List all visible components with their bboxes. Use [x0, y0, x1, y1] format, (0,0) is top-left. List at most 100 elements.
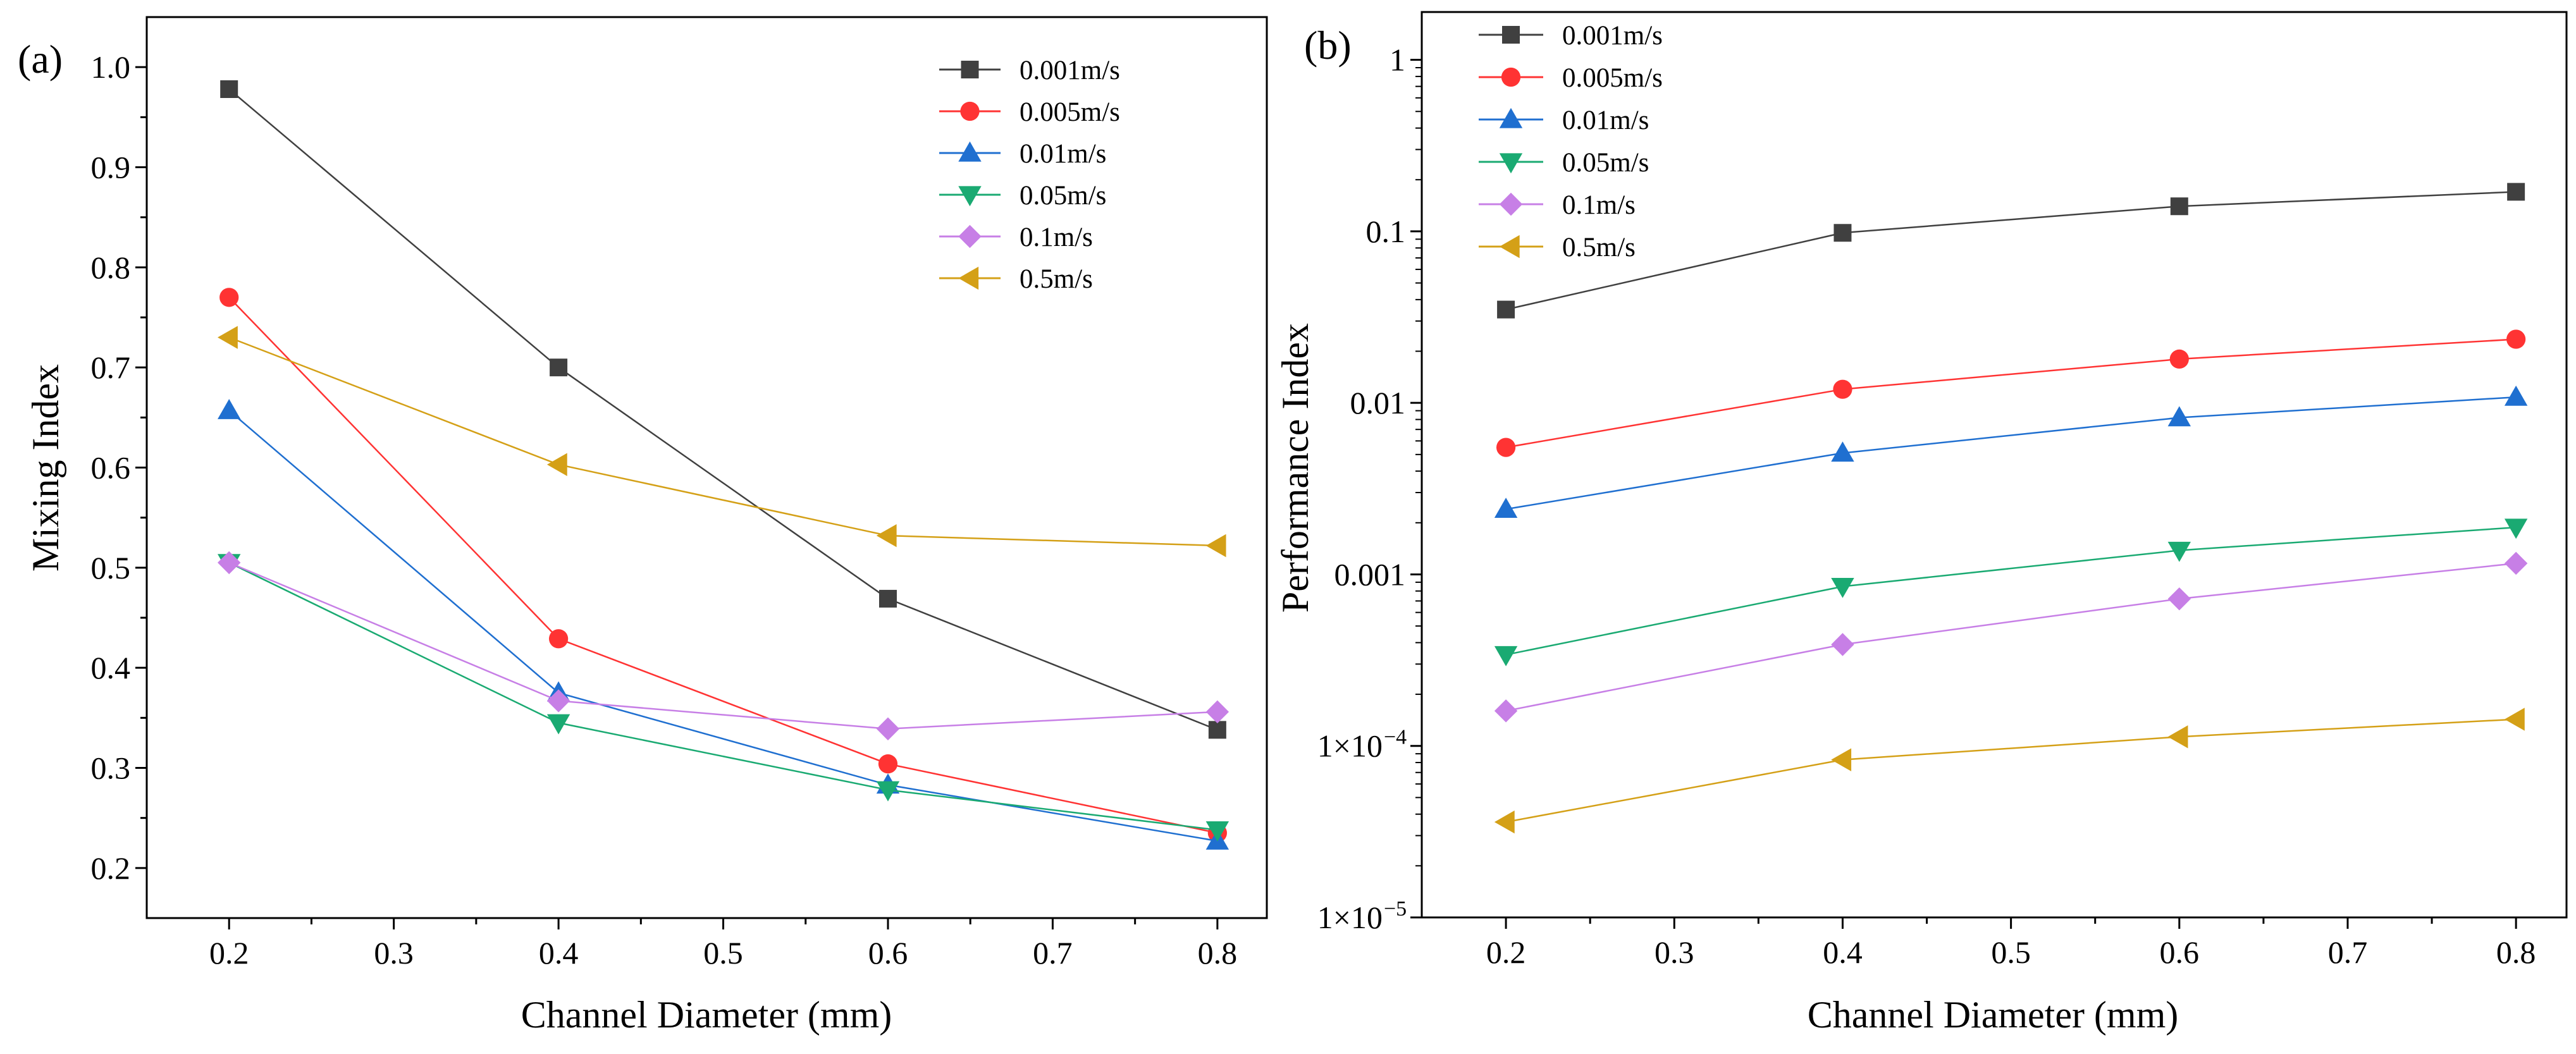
panel-b-x-tick-label: 0.3 [1655, 935, 1694, 970]
panel-a-data-point [1208, 721, 1226, 739]
panel-a-data-point [546, 689, 570, 713]
panel-b-legend-marker [1499, 192, 1523, 216]
panel-b-legend-label: 0.01m/s [1562, 106, 1649, 135]
panel-b-y-tick-exponent: −4 [1384, 726, 1407, 749]
panel-a-data-point [1205, 700, 1229, 724]
panel-b-data-point [2504, 551, 2528, 575]
panel-b-y-tick-label: 1×10 [1317, 900, 1383, 935]
panel-a-x-tick-label: 0.4 [539, 935, 579, 971]
panel-b-x-axis-title: Channel Diameter (mm) [1808, 994, 2178, 1036]
panel-a-x-tick-label: 0.2 [209, 935, 249, 971]
panel-a-data-point [546, 714, 570, 735]
panel-a-data-point [1205, 534, 1226, 558]
panel-a-mixing-index-chart: 0.2 0.3 0.4 0.5 0.6 0.7 0.8 0.2 0.3 0.4 0.5 0.6 0.7 0… [18, 16, 1268, 1036]
panel-a-data-point [878, 589, 897, 608]
panel-b-y-tick-label: 0.1 [1366, 214, 1406, 249]
panel-a-legend-label: 0.05m/s [1020, 181, 1106, 211]
panel-b-data-point [1494, 646, 1518, 666]
panel-a-data-point [548, 629, 569, 649]
panel-b-y-tick-label: 0.001 [1334, 556, 1406, 592]
panel-a-legend-marker [958, 266, 979, 290]
panel-a-y-tick-label: 0.8 [91, 250, 131, 285]
panel-a-y-axis-title: Mixing Index [25, 364, 66, 572]
panel-a-legend-marker [961, 61, 979, 78]
panel-a-y-tick-label: 0.2 [91, 850, 131, 886]
panel-b-legend-label: 0.1m/s [1562, 190, 1636, 220]
panel-a-y-tick-label: 0.7 [91, 350, 131, 385]
panel-a-legend-label: 0.001m/s [1020, 56, 1120, 85]
panel-b-label: (b) [1304, 23, 1352, 68]
panel-a-x-tick-label: 0.3 [374, 935, 414, 971]
panel-a-x-axis-title: Channel Diameter (mm) [521, 994, 892, 1036]
panel-a-data-point [876, 781, 900, 802]
panel-a-data-point [1205, 821, 1229, 842]
panel-a-y-tick-label: 1.0 [91, 49, 131, 85]
panel-b-y-tick-label: 1 [1390, 42, 1405, 78]
panel-b-legend-label: 0.05m/s [1562, 148, 1649, 178]
panel-b-legend-label: 0.005m/s [1562, 63, 1663, 93]
panel-b-series-line [1505, 396, 2517, 510]
panel-b-data-point [2167, 541, 2191, 562]
panel-a-label: (a) [18, 37, 63, 82]
panel-a-x-tick-label: 0.6 [868, 935, 908, 971]
panel-b-data-point [1833, 224, 1852, 242]
panel-a-y-tick-label: 0.9 [91, 150, 131, 185]
panel-b-x-tick-label: 0.6 [2160, 935, 2200, 970]
panel-b-series-line [1505, 562, 2517, 712]
panel-a-legend: 0.001m/s 0.005m/s 0.01m/s 0.05m/s 0.1m/s 0.5m… [939, 56, 1120, 294]
panel-b-data-point [2504, 385, 2528, 406]
panel-a-data-point [218, 551, 241, 575]
panel-b-data-point [2167, 725, 2188, 749]
panel-b-legend: 0.001m/s 0.005m/s 0.01m/s 0.05m/s 0.1m/s 0.5m… [1479, 21, 1663, 262]
panel-b-legend-label: 0.001m/s [1562, 21, 1663, 51]
panel-a-legend-label: 0.5m/s [1020, 264, 1093, 294]
panel-b-legend-label: 0.5m/s [1562, 233, 1636, 262]
panel-b-data-point [1833, 379, 1852, 399]
panel-a-legend-marker [958, 224, 982, 248]
panel-b-data-point [1494, 810, 1515, 834]
panel-a-data-point [218, 399, 241, 419]
panel-b-legend-marker [1499, 235, 1520, 259]
panel-a-y-tick-label: 0.5 [91, 550, 131, 585]
panel-b-data-point [2506, 329, 2526, 349]
panel-a-legend-marker [958, 141, 982, 162]
panel-a-data-point [550, 358, 568, 377]
panel-b-data-point [1831, 441, 1854, 462]
panel-b-y-tick-exponent: −5 [1384, 897, 1407, 921]
panel-a-data-point [220, 80, 238, 98]
panel-a-series-line [228, 297, 1218, 834]
panel-a-x-tick-label: 0.5 [703, 935, 743, 971]
panel-a-legend-marker [960, 101, 980, 121]
panel-a-legend-label: 0.1m/s [1020, 223, 1093, 252]
panel-b-series-line [1505, 718, 2517, 823]
panel-b-x-tick-label: 0.8 [2496, 935, 2536, 970]
panel-a-data-point [218, 326, 238, 349]
panel-a-data-point [876, 524, 897, 548]
panel-b-legend-marker [1499, 107, 1523, 128]
panel-a-y-tick-label: 0.4 [91, 650, 131, 685]
panel-b-data-point [2504, 708, 2525, 731]
panel-a-series-line [228, 89, 1218, 731]
panel-a-legend-label: 0.01m/s [1020, 139, 1106, 169]
panel-a-series-line [228, 561, 1218, 831]
panel-a-data-point [546, 453, 567, 476]
panel-b-y-axis-title: Performance Index [1274, 323, 1316, 613]
panel-b-x-tick-label: 0.5 [1991, 935, 2031, 970]
panel-a-series-line [228, 336, 1217, 547]
panel-b-data-point [2170, 197, 2188, 216]
panel-b-x-tick-label: 0.4 [1823, 935, 1863, 970]
panel-a-x-tick-label: 0.8 [1198, 935, 1238, 971]
panel-b-data-point [2169, 349, 2189, 369]
panel-b-y-tick-label: 0.01 [1350, 385, 1406, 420]
panel-a-data-point [878, 754, 898, 774]
panel-b-data-point [2504, 518, 2528, 539]
panel-a-legend-label: 0.005m/s [1020, 97, 1120, 127]
panel-b-legend-marker [1502, 26, 1520, 44]
panel-b-performance-index-chart: 0.2 0.3 0.4 0.5 0.6 0.7 0.81×10 −51×10 −40.0010.… [1274, 11, 2568, 1036]
panel-b-plot-frame [1420, 11, 2568, 919]
panel-b-data-point [1831, 633, 1854, 656]
panel-b-data-point [1831, 577, 1854, 598]
panel-b-data-point [2507, 183, 2525, 201]
panel-b-data-point [1496, 438, 1516, 457]
